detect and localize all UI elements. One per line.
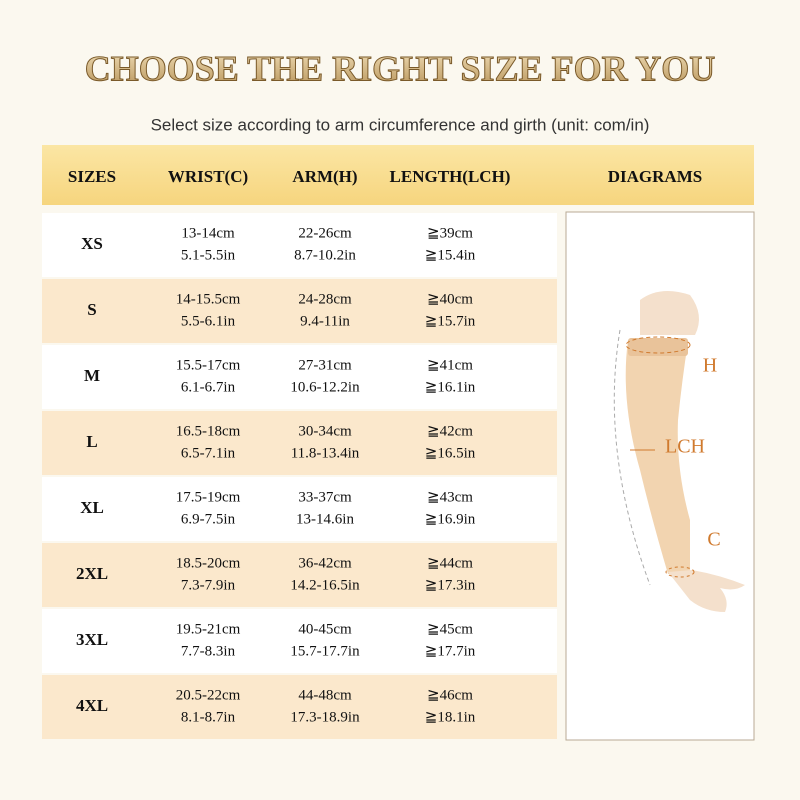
length-cell: ≧17.7in [425, 643, 476, 659]
length-cell: ≧16.1in [425, 379, 476, 395]
subtitle: Select size according to arm circumferen… [151, 115, 650, 134]
row-bg [42, 213, 557, 277]
header-band [42, 145, 754, 205]
length-cell: ≧40cm [427, 291, 473, 307]
wrist-cell: 15.5-17cm [176, 357, 241, 373]
arm-cell: 36-42cm [298, 555, 352, 571]
arm-illustration: H LCH C [613, 291, 745, 612]
length-cell: ≧41cm [427, 357, 473, 373]
wrist-cell: 5.1-5.5in [181, 247, 236, 263]
arm-cell: 44-48cm [298, 687, 352, 703]
rows: XS 13-14cm 5.1-5.5in 22-26cm 8.7-10.2in ≧39cm… [42, 213, 557, 739]
row-bg [42, 675, 557, 739]
wrist-cell: 16.5-18cm [176, 423, 241, 439]
wrist-cell: 13-14cm [181, 225, 235, 241]
wrist-cell: 8.1-8.7in [181, 709, 236, 725]
diagram-label: H [703, 355, 717, 377]
wrist-cell: 18.5-20cm [176, 555, 241, 571]
arm-cell: 15.7-17.7in [290, 643, 360, 659]
column-header: SIZES [68, 167, 116, 186]
wrist-cell: 19.5-21cm [176, 621, 241, 637]
length-cell: ≧43cm [427, 489, 473, 505]
title: CHOOSE THE RIGHT SIZE FOR YOU [85, 48, 716, 88]
length-cell: ≧16.9in [425, 511, 476, 527]
size-cell: XS [81, 234, 103, 253]
wrist-cell: 14-15.5cm [176, 291, 241, 307]
size-cell: S [87, 300, 96, 319]
wrist-cell: 17.5-19cm [176, 489, 241, 505]
arm-cell: 33-37cm [298, 489, 352, 505]
size-cell: 4XL [76, 696, 108, 715]
c-ring [665, 566, 695, 578]
length-cell: ≧42cm [427, 423, 473, 439]
length-cell: ≧45cm [427, 621, 473, 637]
size-cell: L [86, 432, 97, 451]
arm-cell: 8.7-10.2in [294, 247, 356, 263]
column-header: ARM(H) [292, 167, 357, 186]
wrist-cell: 6.5-7.1in [181, 445, 236, 461]
arm-cell: 10.6-12.2in [290, 379, 360, 395]
wrist-cell: 20.5-22cm [176, 687, 241, 703]
size-cell: M [84, 366, 100, 385]
length-cell: ≧44cm [427, 555, 473, 571]
wrist-cell: 6.9-7.5in [181, 511, 236, 527]
length-cell: ≧16.5in [425, 445, 476, 461]
arm-cell: 40-45cm [298, 621, 352, 637]
row-bg [42, 543, 557, 607]
sleeve-band [628, 338, 688, 356]
length-cell: ≧17.3in [425, 577, 476, 593]
wrist-cell: 7.7-8.3in [181, 643, 236, 659]
arm-cell: 17.3-18.9in [290, 709, 360, 725]
row-bg [42, 279, 557, 343]
arm-cell: 30-34cm [298, 423, 352, 439]
shoulder [640, 291, 699, 335]
size-cell: 3XL [76, 630, 108, 649]
wrist-cell: 5.5-6.1in [181, 313, 236, 329]
row-bg [42, 411, 557, 475]
row-bg [42, 345, 557, 409]
column-header: WRIST(C) [168, 167, 248, 186]
length-cell: ≧15.4in [425, 247, 476, 263]
arm-cell: 14.2-16.5in [290, 577, 360, 593]
row-bg [42, 477, 557, 541]
sleeve [625, 340, 690, 574]
arm-cell: 13-14.6in [296, 511, 354, 527]
arm-cell: 11.8-13.4in [291, 445, 360, 461]
wrist-cell: 6.1-6.7in [181, 379, 236, 395]
length-line [613, 329, 651, 586]
column-header: DIAGRAMS [608, 167, 702, 186]
row-bg [42, 609, 557, 673]
length-cell: ≧18.1in [425, 709, 476, 725]
size-cell: 2XL [76, 564, 108, 583]
length-cell: ≧15.7in [425, 313, 476, 329]
length-cell: ≧46cm [427, 687, 473, 703]
h-ring [625, 336, 691, 354]
column-header: LENGTH(LCH) [390, 167, 511, 186]
diagram-label: LCH [665, 436, 705, 458]
arm-cell: 9.4-11in [300, 313, 350, 329]
arm-cell: 24-28cm [298, 291, 352, 307]
size-cell: XL [80, 498, 104, 517]
diagram-label: C [707, 529, 720, 551]
length-cell: ≧39cm [427, 225, 473, 241]
wrist-cell: 7.3-7.9in [181, 577, 236, 593]
hand [668, 570, 745, 612]
arm-cell: 22-26cm [298, 225, 352, 241]
arm-cell: 27-31cm [298, 357, 352, 373]
